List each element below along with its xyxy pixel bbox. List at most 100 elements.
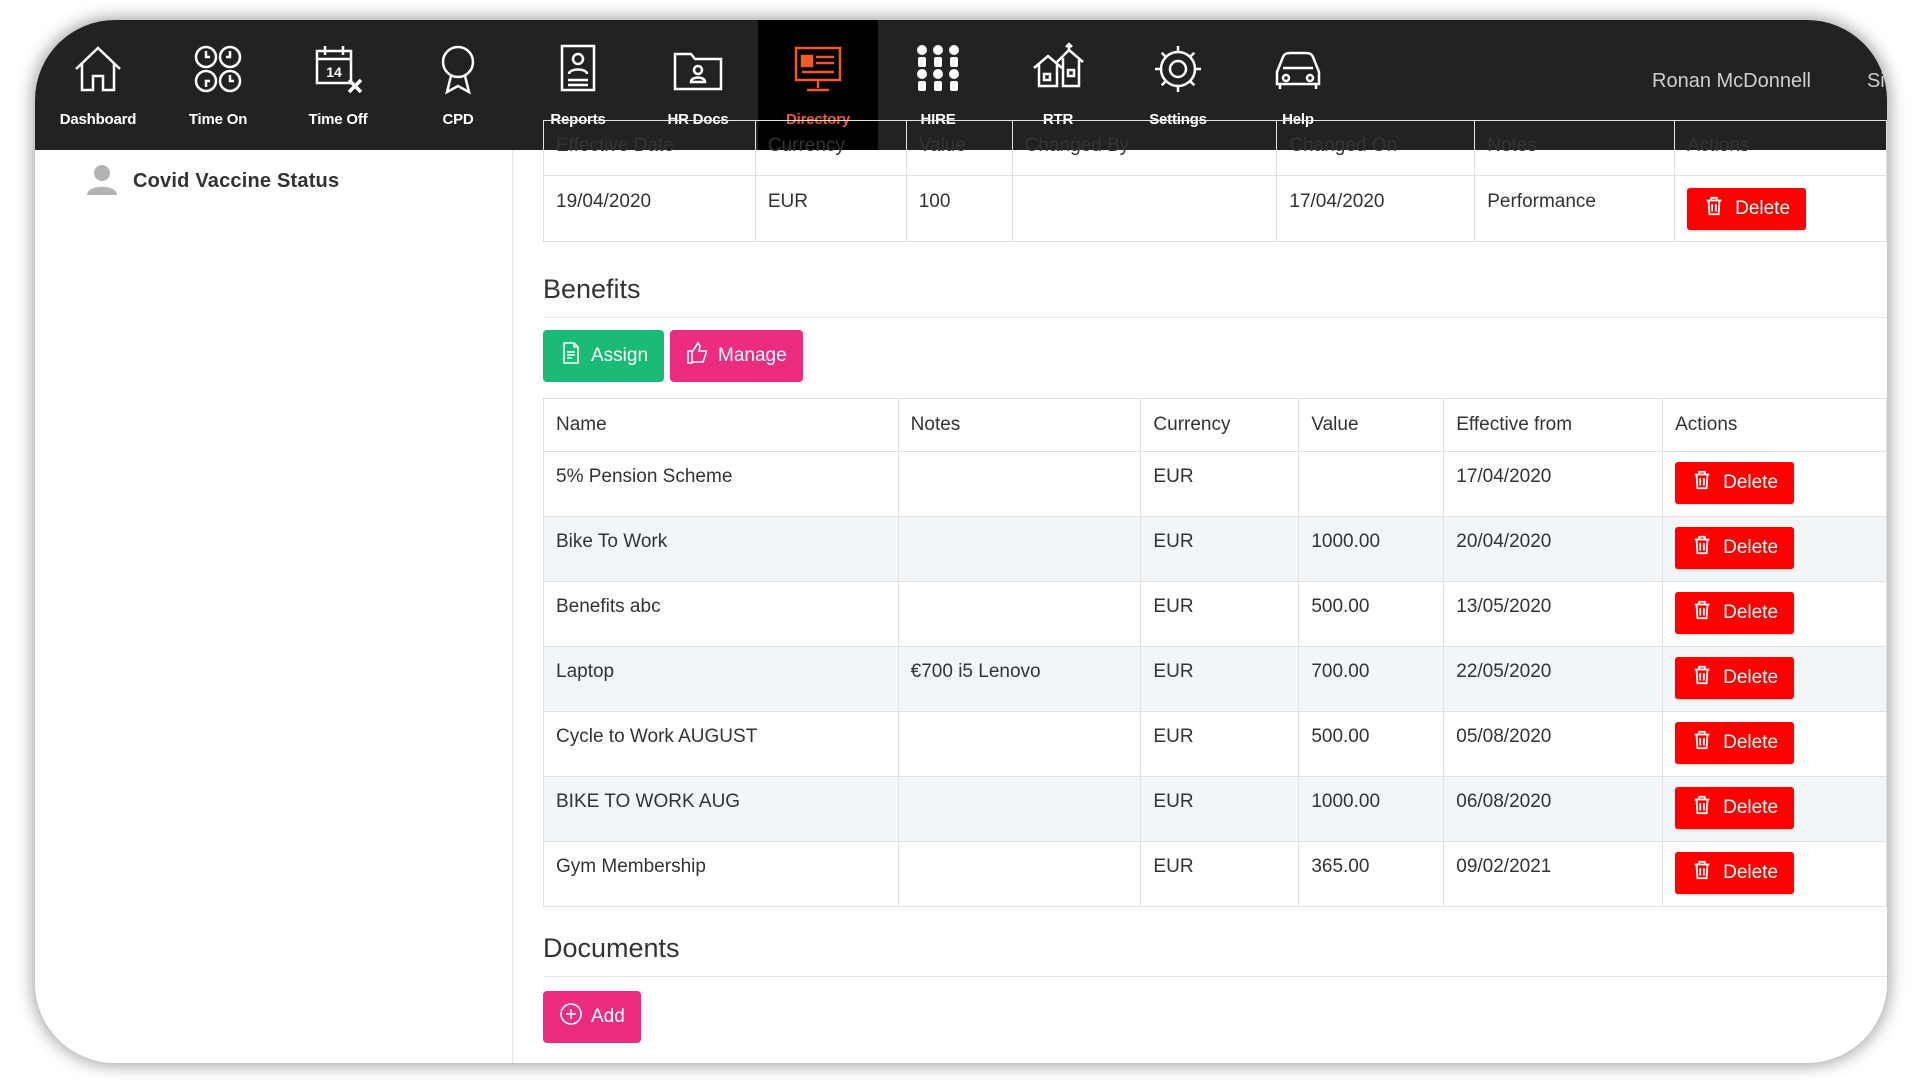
trash-icon [1691, 859, 1713, 887]
document-icon [559, 341, 583, 371]
value-cell: 500.00 [1298, 711, 1445, 777]
delete-button[interactable]: Delete [1687, 188, 1807, 230]
notes-cell: €700 i5 Lenovo [897, 646, 1142, 712]
delete-button[interactable]: Delete [1675, 852, 1795, 894]
delete-label: Delete [1735, 198, 1791, 219]
clocks-icon [191, 42, 245, 101]
nav-item-label: Time On [188, 111, 248, 128]
benefits-actions: Assign Manage [543, 330, 1887, 382]
trash-icon [1691, 599, 1713, 627]
calendar-off-icon: 14 [311, 42, 365, 101]
effective-from-cell: 06/08/2020 [1443, 776, 1664, 842]
column-header: Effective from [1443, 398, 1664, 452]
trash-icon [1691, 729, 1713, 757]
benefits-title: Benefits [543, 274, 1887, 318]
name-cell: Benefits abc [543, 581, 899, 647]
column-header: Name [543, 398, 899, 452]
table-header-row: Effective Date Currency Value Changed By… [543, 120, 1887, 176]
home-icon [71, 42, 125, 101]
notes-cell [897, 516, 1142, 582]
delete-button[interactable]: Delete [1675, 592, 1795, 634]
add-document-button[interactable]: Add [543, 991, 641, 1043]
currency-cell: EUR [1140, 711, 1300, 777]
documents-actions: Add [543, 991, 1887, 1043]
value-cell: 700.00 [1298, 646, 1445, 712]
nav-item-cpd[interactable]: CPD [398, 20, 518, 150]
delete-button[interactable]: Delete [1675, 787, 1795, 829]
delete-label: Delete [1723, 862, 1779, 883]
notes-cell [897, 451, 1142, 517]
nav-item-dashboard[interactable]: Dashboard [38, 20, 158, 150]
changed-by-cell [1011, 175, 1278, 242]
value-cell: 365.00 [1298, 841, 1445, 907]
column-header: Notes [1474, 120, 1676, 176]
column-header: Actions [1674, 120, 1887, 176]
award-icon [431, 42, 485, 101]
name-cell: Laptop [543, 646, 899, 712]
actions-cell: Delete [1662, 451, 1887, 517]
folder-icon [671, 42, 725, 101]
sidebar-item-covid-vaccine-status[interactable]: Covid Vaccine Status [35, 150, 512, 201]
value-cell: 500.00 [1298, 581, 1445, 647]
currency-cell: EUR [1140, 646, 1300, 712]
table-row: Gym Membership EUR 365.00 09/02/2021 Delete [543, 841, 1887, 907]
table-row: 5% Pension Scheme EUR 17/04/2020 Delete [543, 451, 1887, 517]
nav-item-label: CPD [442, 111, 474, 128]
manage-button[interactable]: Manage [670, 330, 803, 382]
svg-text:14: 14 [326, 64, 342, 80]
name-cell: Cycle to Work AUGUST [543, 711, 899, 777]
delete-button[interactable]: Delete [1675, 657, 1795, 699]
currency-cell: EUR [1140, 776, 1300, 842]
sign-out-link[interactable]: Sign [1866, 70, 1887, 92]
table-row: BIKE TO WORK AUG EUR 1000.00 06/08/2020 Dele… [543, 776, 1887, 842]
changed-on-cell: 17/04/2020 [1276, 175, 1476, 242]
actions-cell: Delete [1662, 841, 1887, 907]
delete-label: Delete [1723, 537, 1779, 558]
currency-cell: EUR [754, 175, 907, 242]
user-icon [85, 162, 119, 201]
column-header: Changed By [1011, 120, 1278, 176]
trash-icon [1691, 664, 1713, 692]
actions-cell: Delete [1662, 776, 1887, 842]
assign-button[interactable]: Assign [543, 330, 665, 382]
table-row: Cycle to Work AUGUST EUR 500.00 05/08/2020 D… [543, 711, 1887, 777]
delete-button[interactable]: Delete [1675, 722, 1795, 764]
delete-button[interactable]: Delete [1675, 527, 1795, 569]
notes-cell [897, 776, 1142, 842]
column-header: Currency [1140, 398, 1300, 452]
value-cell [1298, 451, 1445, 517]
name-cell: Bike To Work [543, 516, 899, 582]
nav-item-time-off[interactable]: 14 Time Off [278, 20, 398, 150]
column-header: Actions [1662, 398, 1887, 452]
car-icon [1271, 42, 1325, 101]
column-header: Notes [897, 398, 1142, 452]
effective-from-cell: 05/08/2020 [1443, 711, 1664, 777]
trash-icon [1691, 794, 1713, 822]
notes-cell: Performance [1474, 175, 1676, 242]
people-grid-icon [911, 42, 965, 101]
delete-label: Delete [1723, 472, 1779, 493]
compensation-table: Effective Date Currency Value Changed By… [543, 120, 1887, 242]
currency-cell: EUR [1140, 581, 1300, 647]
directory-icon [791, 42, 845, 101]
value-cell: 1000.00 [1298, 516, 1445, 582]
documents-title: Documents [543, 933, 1887, 977]
user-name-link[interactable]: Ronan McDonnell [1652, 70, 1811, 92]
currency-cell: EUR [1140, 841, 1300, 907]
name-cell: Gym Membership [543, 841, 899, 907]
report-icon [551, 42, 605, 101]
nav-item-time-on[interactable]: Time On [158, 20, 278, 150]
table-row: Laptop €700 i5 Lenovo EUR 700.00 22/05/2020 D… [543, 646, 1887, 712]
name-cell: BIKE TO WORK AUG [543, 776, 899, 842]
delete-label: Delete [1723, 602, 1779, 623]
actions-cell: Delete [1662, 516, 1887, 582]
actions-cell: Delete [1674, 175, 1887, 242]
table-row: Benefits abc EUR 500.00 13/05/2020 Delete [543, 581, 1887, 647]
trash-icon [1691, 469, 1713, 497]
gear-icon [1151, 42, 1205, 101]
actions-cell: Delete [1662, 711, 1887, 777]
value-cell: 1000.00 [1298, 776, 1445, 842]
sidebar-item-label: Covid Vaccine Status [133, 170, 340, 192]
value-cell: 100 [905, 175, 1013, 242]
delete-button[interactable]: Delete [1675, 462, 1795, 504]
